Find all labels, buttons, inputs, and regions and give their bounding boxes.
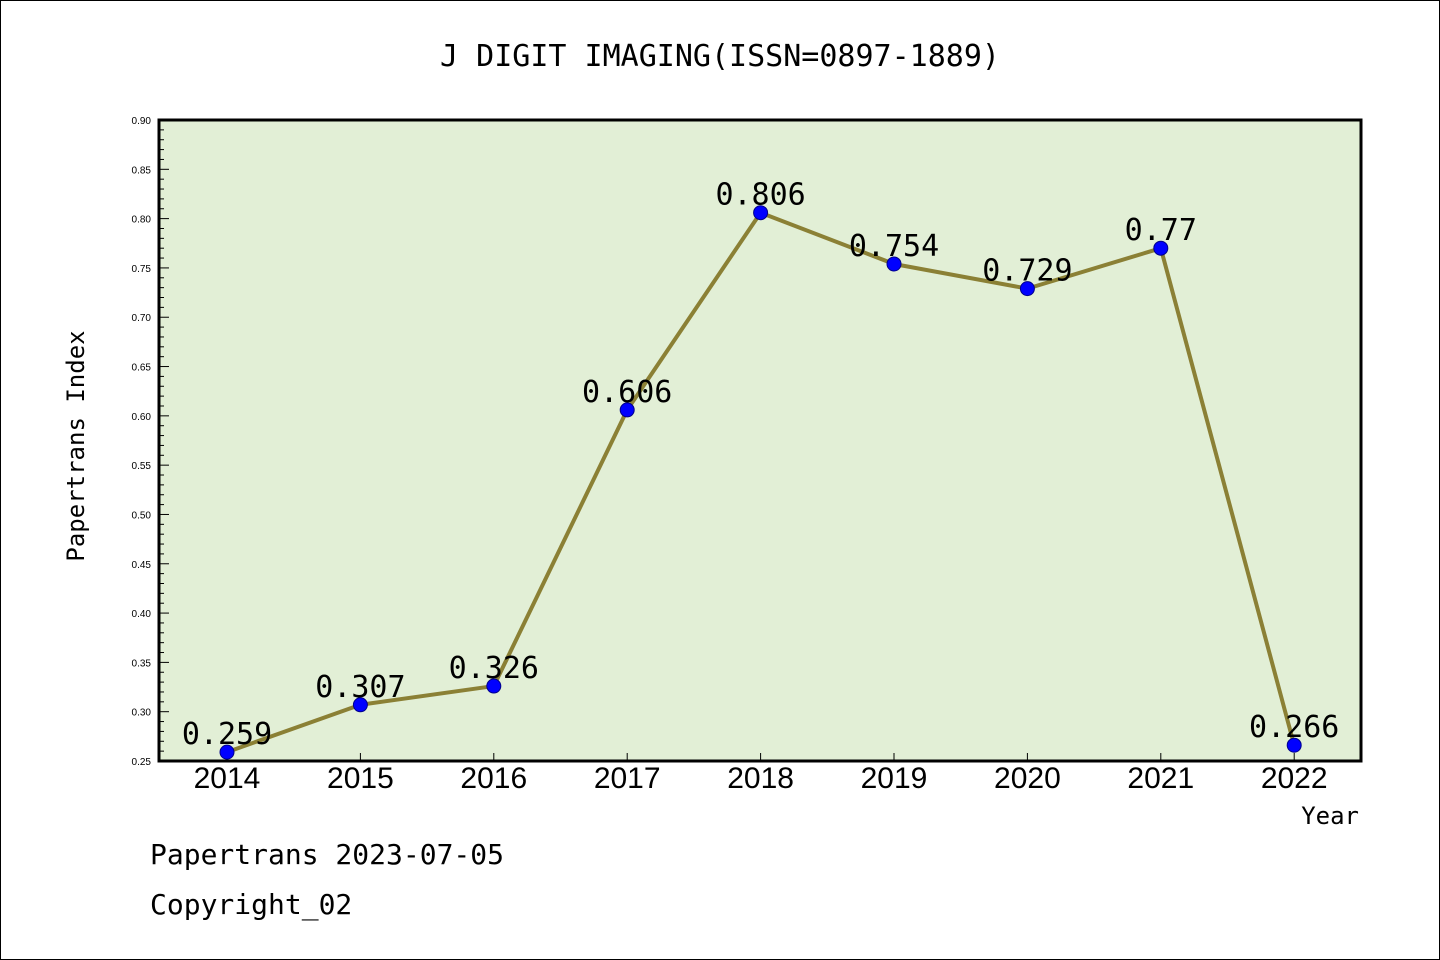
data-point	[1153, 240, 1169, 256]
data-label: 0.606	[582, 375, 672, 410]
y-tick-label: 0.40	[132, 609, 152, 620]
y-tick-label: 0.75	[132, 264, 152, 275]
x-tick-label: 2014	[194, 762, 261, 795]
x-tick-label: 2018	[727, 762, 794, 795]
y-axis-title: Papertrans Index	[62, 330, 90, 561]
series-group: 0.259 0.307 0.326 0.606 0.806 0.754 0.729 0.77 0…	[182, 178, 1339, 760]
y-tick-label: 0.65	[132, 363, 152, 374]
x-tick-label: 2015	[327, 762, 394, 795]
data-point	[753, 205, 769, 221]
data-point	[619, 402, 635, 418]
data-point	[1286, 737, 1302, 753]
y-axis: 0.25 0.30 0.35 0.40 0.45 0.50 0.55 0.60 0.65 0.70…	[132, 116, 169, 768]
y-tick-label: 0.60	[132, 412, 152, 423]
data-label: 0.754	[849, 229, 939, 264]
x-tick-label: 2016	[460, 762, 527, 795]
data-label: 0.77	[1125, 213, 1197, 248]
y-tick-label: 0.35	[132, 658, 152, 669]
x-tick-label: 2022	[1261, 762, 1328, 795]
x-tick-label: 2020	[994, 762, 1061, 795]
x-axis-title: Year	[1301, 802, 1359, 830]
y-tick-label: 0.50	[132, 510, 152, 521]
y-tick-label: 0.85	[132, 165, 152, 176]
data-label: 0.307	[315, 670, 405, 705]
chart-title: J DIGIT IMAGING(ISSN=0897-1889)	[440, 39, 1000, 74]
y-tick-label: 0.90	[132, 116, 152, 127]
data-point	[219, 744, 235, 760]
data-label: 0.729	[982, 254, 1072, 289]
footer-date: Papertrans 2023-07-05	[150, 838, 504, 871]
data-label: 0.266	[1249, 710, 1339, 745]
y-tick-label: 0.25	[132, 757, 152, 768]
x-tick-label: 2017	[594, 762, 661, 795]
data-label: 0.326	[449, 651, 539, 686]
data-point	[352, 697, 368, 713]
y-tick-label: 0.55	[132, 461, 152, 472]
data-point	[1019, 281, 1035, 297]
data-point	[886, 256, 902, 272]
data-point	[486, 678, 502, 694]
x-tick-label: 2021	[1127, 762, 1194, 795]
footer-copyright: Copyright_02	[150, 888, 352, 922]
x-axis: 2014 2015 2016 2017 2018 2019 2020 2021 2022	[194, 753, 1328, 795]
plot-border	[157, 118, 1363, 763]
plot-area	[159, 120, 1361, 761]
y-tick-label: 0.30	[132, 708, 152, 719]
y-tick-label: 0.45	[132, 560, 152, 571]
data-label: 0.806	[715, 178, 805, 213]
y-tick-label: 0.80	[132, 215, 152, 226]
data-label: 0.259	[182, 717, 272, 752]
x-tick-label: 2019	[861, 762, 928, 795]
y-tick-label: 0.70	[132, 313, 152, 324]
